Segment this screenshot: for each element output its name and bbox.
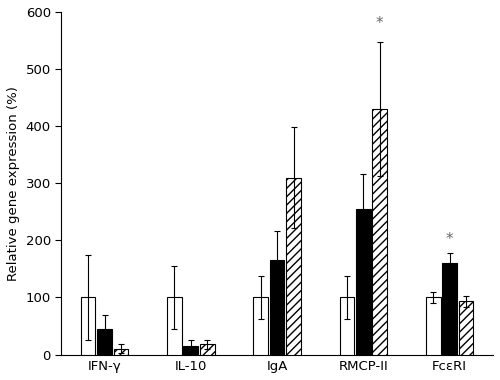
Bar (372, 109, 387, 355)
Bar (200, 344, 214, 355)
Bar (114, 349, 128, 355)
Bar (426, 298, 440, 355)
Bar (81, 298, 96, 355)
Text: *: * (446, 232, 454, 247)
Bar (254, 298, 268, 355)
Bar (356, 209, 370, 355)
Bar (459, 301, 473, 355)
Bar (442, 263, 457, 355)
Bar (97, 329, 112, 355)
Text: *: * (376, 16, 384, 32)
Bar (286, 177, 301, 355)
Bar (270, 260, 284, 355)
Bar (184, 346, 198, 355)
Y-axis label: Relative gene expression (%): Relative gene expression (%) (7, 86, 20, 281)
Bar (167, 298, 182, 355)
Bar (340, 298, 354, 355)
